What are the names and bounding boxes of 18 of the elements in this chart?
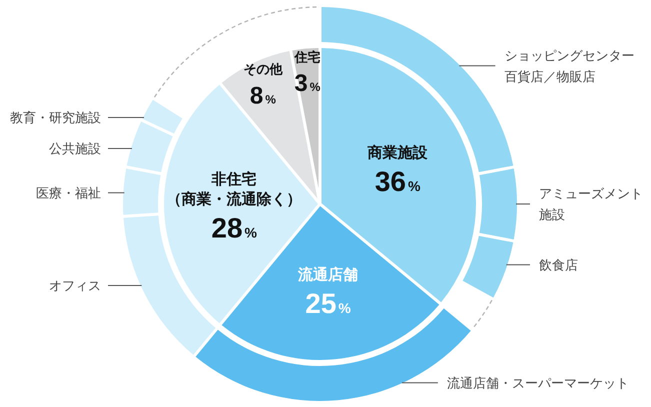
slice-label: その他 (243, 62, 284, 77)
slice-label: 飲食店 (539, 257, 578, 272)
slice-label: オフィス (49, 278, 101, 294)
slice-label: 公共施設 (49, 141, 101, 156)
slice-label: 商業施設 (366, 143, 429, 162)
data-label: 8% (250, 82, 276, 110)
data-label: 3% (294, 70, 321, 98)
slice-label: 流通店舗・スーパーマーケット (446, 375, 629, 390)
data-label: 25% (305, 288, 352, 319)
data-label: 36% (374, 166, 421, 197)
data-label: 28% (211, 212, 258, 244)
slice-label: 医療・福祉 (36, 185, 101, 200)
slice-label: ショッピングセンター百貨店／物販店 (504, 48, 634, 84)
slice-label: 住宅 (293, 49, 320, 64)
slice-label: アミューズメント施設 (539, 186, 643, 222)
slice-label: 非住宅（商業・流通除く） (166, 170, 302, 208)
slice-label: 教育・研究施設 (10, 110, 101, 126)
slice-label: 流通店舗 (297, 265, 358, 284)
